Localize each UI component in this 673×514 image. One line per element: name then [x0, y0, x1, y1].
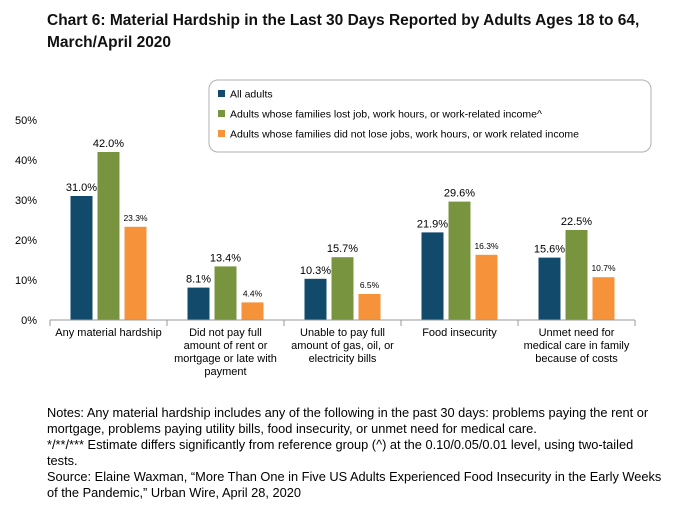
bar	[331, 257, 354, 320]
x-category-label: because of costs	[535, 353, 618, 365]
data-label: 8.1%	[186, 274, 211, 286]
bar	[70, 196, 93, 320]
bar	[124, 226, 147, 320]
chart-notes: Notes: Any material hardship includes an…	[47, 405, 667, 501]
x-category-label: mortgage or late with	[174, 353, 277, 365]
bar	[304, 278, 327, 320]
x-category-label: electricity bills	[309, 353, 377, 365]
y-tick-label: 40%	[15, 155, 37, 167]
x-category-label: Unmet need for	[539, 327, 615, 339]
x-category-label: Did not pay full	[189, 327, 262, 339]
data-label: 10.7%	[591, 263, 616, 273]
data-label: 13.4%	[210, 252, 241, 264]
bars: 31.0% 42.0% 23.3% 8.1% 13.4% 4.4% 10.3% 15.7% 6.…	[66, 138, 616, 320]
x-category-label: amount of rent or	[184, 340, 268, 352]
legend-box	[208, 79, 652, 153]
data-label: 10.3%	[300, 265, 331, 277]
legend-label: Adults whose families lost job, work hou…	[230, 109, 542, 121]
x-category-label: amount of gas, oil, or	[291, 340, 394, 352]
bar	[565, 230, 588, 320]
data-label: 31.0%	[66, 182, 97, 194]
legend-swatch	[218, 130, 225, 137]
legend: All adults Adults whose families lost job…	[208, 79, 652, 153]
x-category-label: payment	[204, 366, 246, 378]
data-label: 23.3%	[123, 213, 148, 223]
y-axis: 0% 10% 20% 30% 40% 50%	[15, 115, 37, 327]
legend-label: All adults	[230, 89, 273, 101]
data-label: 29.6%	[444, 188, 475, 200]
y-tick-label: 30%	[15, 195, 37, 207]
source-note: Source: Elaine Waxman, “More Than One in…	[47, 469, 662, 500]
legend-swatch	[218, 110, 225, 117]
y-tick-label: 50%	[15, 115, 37, 127]
data-label: 22.5%	[561, 216, 592, 228]
bar-chart: 0% 10% 20% 30% 40% 50% 31.0% 42.0% 23.3% 8.1% 13.…	[15, 79, 652, 378]
bar	[448, 201, 471, 320]
bar	[241, 302, 264, 320]
significance-note: */**/*** Estimate differs significantly …	[47, 437, 634, 468]
legend-swatch	[218, 90, 225, 97]
y-tick-label: 0%	[21, 315, 37, 327]
y-tick-label: 20%	[15, 235, 37, 247]
x-category-label: Any material hardship	[55, 327, 161, 339]
data-label: 4.4%	[243, 288, 263, 298]
x-category-label: medical care in family	[524, 340, 630, 352]
bar	[538, 257, 561, 320]
bar	[214, 266, 237, 320]
data-label: 16.3%	[474, 241, 499, 251]
bar	[187, 287, 210, 320]
x-axis: Any material hardship Did not pay fullamo…	[49, 319, 636, 378]
y-tick-label: 10%	[15, 275, 37, 287]
data-label: 21.9%	[417, 218, 448, 230]
chart-title: Chart 6: Material Hardship in the Last 3…	[47, 12, 640, 51]
data-label: 15.7%	[327, 243, 358, 255]
bar	[358, 294, 381, 320]
data-label: 42.0%	[93, 138, 124, 150]
legend-label: Adults whose families did not lose jobs,…	[230, 129, 579, 141]
x-category-label: Food insecurity	[422, 327, 497, 339]
bar	[421, 232, 444, 320]
x-category-label: Unable to pay full	[300, 327, 385, 339]
bar	[475, 254, 498, 320]
bar	[97, 152, 120, 320]
data-label: 6.5%	[360, 280, 380, 290]
data-label: 15.6%	[534, 244, 565, 256]
notes-text: Notes: Any material hardship includes an…	[47, 405, 649, 436]
bar	[592, 277, 615, 320]
